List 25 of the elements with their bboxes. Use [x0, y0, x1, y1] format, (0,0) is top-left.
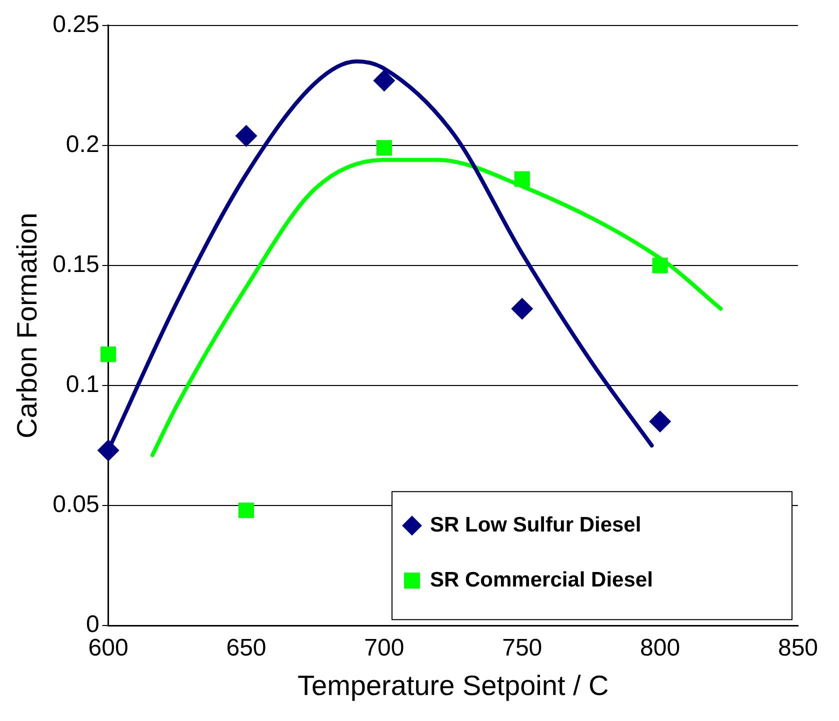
y-tick-label: 0.1: [66, 371, 100, 398]
x-axis-title: Temperature Setpoint / C: [298, 670, 609, 701]
x-tick-label: 800: [640, 634, 680, 662]
line-series: [150, 158, 723, 458]
y-tick-label: 0.25: [52, 11, 100, 38]
point: [97, 439, 120, 462]
y-tick-label: 0.15: [52, 251, 100, 278]
point: [652, 258, 668, 274]
y-tick-label: 0.2: [66, 131, 100, 158]
y-axis-title: Carbon Formation: [12, 212, 43, 438]
legend-label: SR Commercial Diesel: [430, 568, 653, 592]
point: [511, 298, 534, 320]
point: [514, 171, 530, 187]
x-tick-label: 650: [226, 634, 266, 662]
legend-label: SR Low Sulfur Diesel: [430, 513, 642, 536]
point: [100, 346, 116, 362]
point: [649, 410, 672, 433]
y-tick-label: 0.05: [52, 491, 100, 518]
point: [376, 140, 392, 156]
point: [373, 70, 396, 92]
point: [235, 124, 258, 147]
x-tick-label: 700: [364, 634, 404, 662]
x-tick-label: 750: [502, 634, 542, 662]
point: [238, 502, 254, 518]
x-tick-label: 850: [778, 634, 818, 662]
